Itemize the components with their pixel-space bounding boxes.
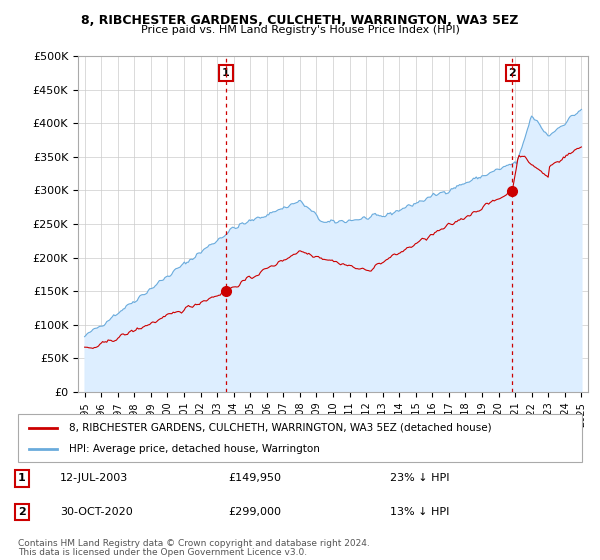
Text: Price paid vs. HM Land Registry's House Price Index (HPI): Price paid vs. HM Land Registry's House …	[140, 25, 460, 35]
Text: 1: 1	[222, 68, 230, 78]
Text: This data is licensed under the Open Government Licence v3.0.: This data is licensed under the Open Gov…	[18, 548, 307, 557]
Text: HPI: Average price, detached house, Warrington: HPI: Average price, detached house, Warr…	[69, 444, 320, 454]
Text: 30-OCT-2020: 30-OCT-2020	[60, 507, 133, 517]
Text: Contains HM Land Registry data © Crown copyright and database right 2024.: Contains HM Land Registry data © Crown c…	[18, 539, 370, 548]
Text: £149,950: £149,950	[228, 473, 281, 483]
Text: 23% ↓ HPI: 23% ↓ HPI	[390, 473, 449, 483]
Text: 8, RIBCHESTER GARDENS, CULCHETH, WARRINGTON, WA3 5EZ: 8, RIBCHESTER GARDENS, CULCHETH, WARRING…	[81, 14, 519, 27]
Text: 8, RIBCHESTER GARDENS, CULCHETH, WARRINGTON, WA3 5EZ (detached house): 8, RIBCHESTER GARDENS, CULCHETH, WARRING…	[69, 423, 491, 433]
Text: £299,000: £299,000	[228, 507, 281, 517]
FancyBboxPatch shape	[18, 414, 582, 462]
Text: 13% ↓ HPI: 13% ↓ HPI	[390, 507, 449, 517]
Text: 2: 2	[508, 68, 516, 78]
Text: 12-JUL-2003: 12-JUL-2003	[60, 473, 128, 483]
Text: 2: 2	[18, 507, 26, 517]
Text: 1: 1	[18, 473, 26, 483]
